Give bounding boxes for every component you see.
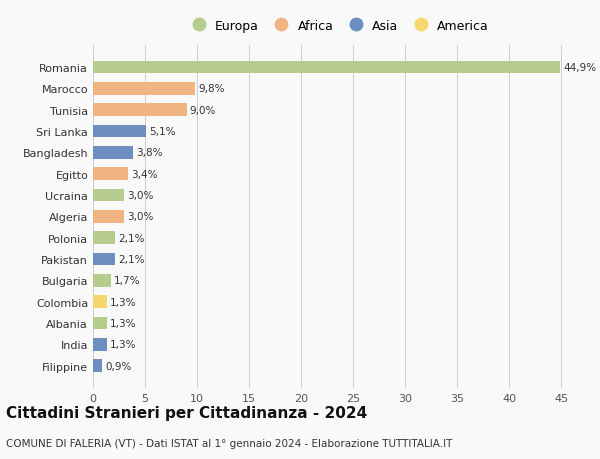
Text: 44,9%: 44,9% <box>563 63 596 73</box>
Text: 3,8%: 3,8% <box>136 148 162 158</box>
Bar <box>93 62 560 74</box>
Bar <box>93 317 107 330</box>
Text: Cittadini Stranieri per Cittadinanza - 2024: Cittadini Stranieri per Cittadinanza - 2… <box>6 405 367 420</box>
Bar <box>93 232 115 245</box>
Text: 3,0%: 3,0% <box>127 212 154 222</box>
Bar <box>93 146 133 159</box>
Text: 3,4%: 3,4% <box>131 169 158 179</box>
Bar <box>93 125 146 138</box>
Bar <box>93 253 115 266</box>
Bar <box>93 296 107 308</box>
Bar <box>93 83 195 95</box>
Text: 5,1%: 5,1% <box>149 127 176 137</box>
Bar <box>93 274 110 287</box>
Bar <box>93 189 124 202</box>
Text: 1,3%: 1,3% <box>110 319 136 328</box>
Text: 1,7%: 1,7% <box>114 276 140 286</box>
Text: 1,3%: 1,3% <box>110 297 136 307</box>
Text: 3,0%: 3,0% <box>127 190 154 201</box>
Text: 9,0%: 9,0% <box>190 106 216 115</box>
Text: COMUNE DI FALERIA (VT) - Dati ISTAT al 1° gennaio 2024 - Elaborazione TUTTITALIA: COMUNE DI FALERIA (VT) - Dati ISTAT al 1… <box>6 438 452 448</box>
Text: 2,1%: 2,1% <box>118 254 145 264</box>
Text: 0,9%: 0,9% <box>106 361 132 371</box>
Bar <box>93 104 187 117</box>
Legend: Europa, Africa, Asia, America: Europa, Africa, Asia, America <box>181 15 494 38</box>
Text: 2,1%: 2,1% <box>118 233 145 243</box>
Bar <box>93 338 107 351</box>
Text: 1,3%: 1,3% <box>110 340 136 350</box>
Text: 9,8%: 9,8% <box>198 84 224 94</box>
Bar <box>93 359 103 372</box>
Bar <box>93 168 128 181</box>
Bar <box>93 211 124 223</box>
